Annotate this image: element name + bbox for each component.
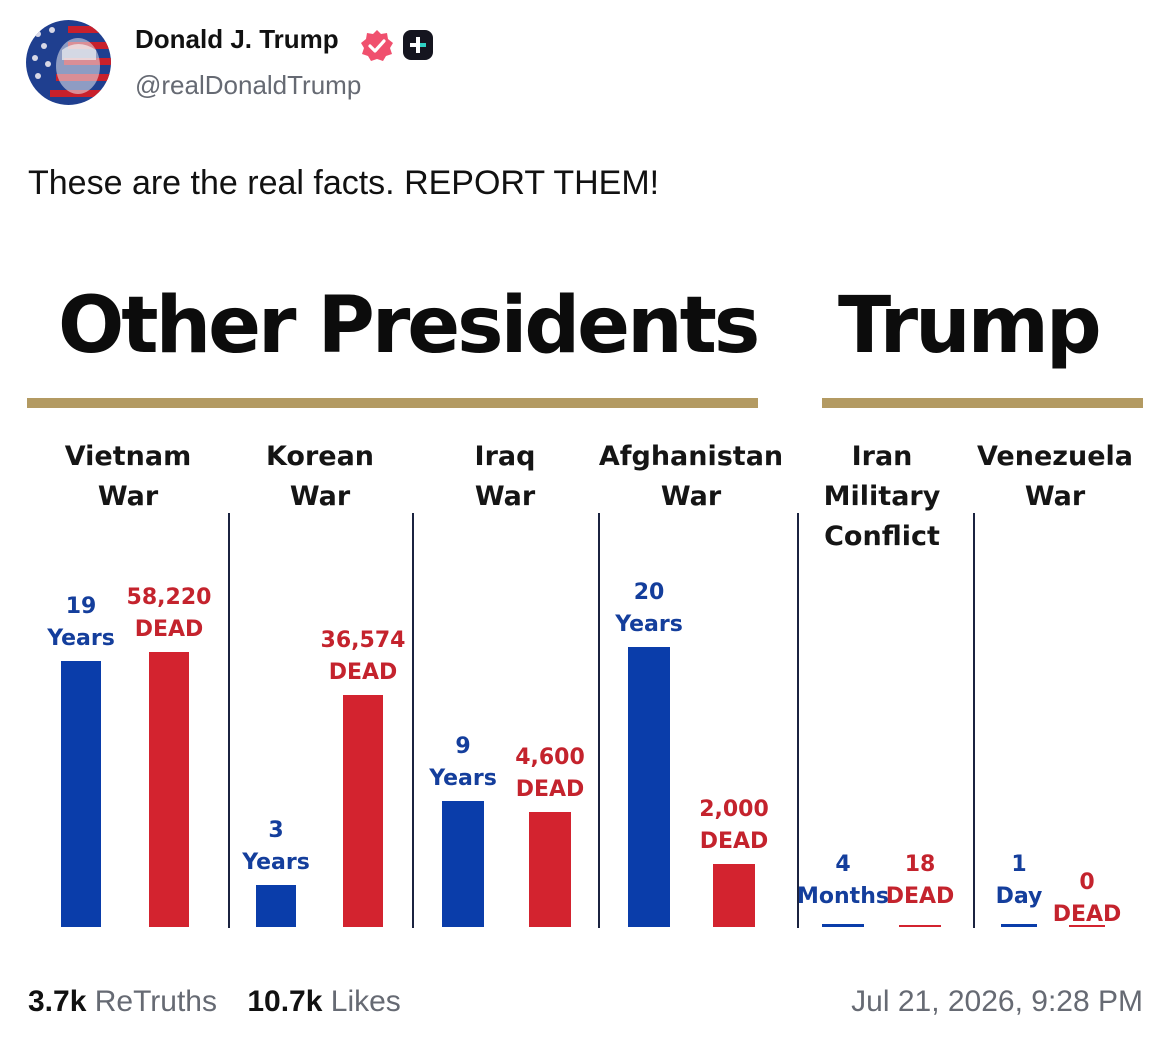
- bar-dead-iraq-war: [529, 811, 571, 927]
- label-duration-unit-iran-military-conflict: Months: [797, 884, 889, 909]
- column-divider: [412, 513, 414, 928]
- category-label-vietnam-war: War: [97, 481, 159, 512]
- column-divider: [797, 513, 799, 928]
- rule-other-presidents: [27, 398, 758, 408]
- label-duration-value-venezuela-war: 1: [1011, 852, 1027, 877]
- category-label-iran-military-conflict: Conflict: [824, 521, 940, 552]
- category-label-afghanistan-war: War: [660, 481, 722, 512]
- category-label-korean-war: Korean: [265, 441, 375, 472]
- bar-dead-iran-military-conflict: [899, 925, 941, 927]
- label-duration-unit-vietnam-war: Years: [47, 626, 115, 651]
- post-text: These are the real facts. REPORT THEM!: [28, 164, 660, 202]
- avatar[interactable]: [26, 20, 111, 105]
- label-dead-value-iraq-war: 4,600: [515, 744, 585, 770]
- label-duration-value-vietnam-war: 19: [65, 594, 97, 619]
- label-dead-unit-vietnam-war: DEAD: [134, 617, 204, 643]
- retruths-stat[interactable]: 3.7k ReTruths: [28, 985, 217, 1018]
- group-title-trump: Trump: [838, 281, 1102, 371]
- bar-duration-venezuela-war: [1001, 924, 1037, 927]
- label-dead-unit-iraq-war: DEAD: [515, 776, 585, 802]
- bar-dead-korean-war: [343, 695, 383, 927]
- bar-duration-iran-military-conflict: [822, 924, 864, 927]
- label-duration-value-afghanistan-war: 20: [633, 580, 665, 605]
- label-dead-value-korean-war: 36,574: [320, 628, 406, 653]
- label-duration-unit-afghanistan-war: Years: [615, 612, 683, 637]
- label-dead-unit-afghanistan-war: DEAD: [699, 829, 769, 855]
- category-label-iraq-war: Iraq: [474, 441, 536, 472]
- bar-duration-vietnam-war: [61, 661, 101, 927]
- label-duration-unit-korean-war: Years: [242, 850, 310, 875]
- category-label-afghanistan-war: Afghanistan: [598, 441, 784, 472]
- label-dead-value-afghanistan-war: 2,000: [699, 797, 769, 823]
- label-duration-value-iran-military-conflict: 4: [835, 852, 851, 877]
- post-stats: 3.7k ReTruths 10.7k Likes: [28, 985, 423, 1019]
- rule-trump: [822, 398, 1143, 408]
- column-divider: [228, 513, 230, 928]
- label-dead-unit-korean-war: DEAD: [328, 660, 398, 685]
- category-label-iran-military-conflict: Iran: [851, 441, 913, 472]
- label-duration-unit-venezuela-war: Day: [995, 884, 1043, 909]
- group-title-other-presidents: Other Presidents: [58, 281, 760, 371]
- likes-count: 10.7k: [247, 985, 323, 1018]
- label-duration-value-iraq-war: 9: [455, 734, 471, 759]
- column-divider: [973, 513, 975, 928]
- plus-badge-icon: [403, 30, 433, 60]
- label-dead-value-venezuela-war: 0: [1079, 870, 1095, 895]
- retruths-count: 3.7k: [28, 985, 87, 1018]
- label-duration-unit-iraq-war: Years: [429, 766, 497, 791]
- label-duration-value-korean-war: 3: [268, 818, 284, 843]
- category-label-venezuela-war: Venezuela: [977, 441, 1133, 472]
- category-label-korean-war: War: [289, 481, 351, 512]
- verified-badge-icon: [360, 29, 394, 63]
- category-label-vietnam-war: Vietnam: [64, 441, 192, 472]
- category-label-iran-military-conflict: Military: [823, 481, 941, 512]
- category-label-iraq-war: War: [474, 481, 536, 512]
- column-divider: [598, 513, 600, 928]
- bar-dead-venezuela-war: [1069, 925, 1105, 927]
- label-dead-value-iran-military-conflict: 18: [904, 852, 936, 877]
- bar-duration-iraq-war: [442, 801, 484, 927]
- post-timestamp[interactable]: Jul 21, 2026, 9:28 PM: [851, 985, 1143, 1018]
- retruths-label: ReTruths: [94, 985, 217, 1018]
- label-dead-value-vietnam-war: 58,220: [126, 585, 212, 611]
- post-image-infographic[interactable]: Other Presidents Trump Vietnam War 19 Years…: [0, 235, 1173, 965]
- bar-duration-korean-war: [256, 885, 296, 927]
- likes-stat[interactable]: 10.7k Likes: [247, 985, 400, 1018]
- category-label-venezuela-war: War: [1024, 481, 1086, 512]
- label-dead-unit-iran-military-conflict: DEAD: [885, 884, 955, 909]
- bar-dead-afghanistan-war: [713, 864, 755, 927]
- label-dead-unit-venezuela-war: DEAD: [1052, 902, 1122, 927]
- author-handle[interactable]: @realDonaldTrump: [135, 70, 362, 100]
- author-name[interactable]: Donald J. Trump: [135, 24, 339, 54]
- likes-label: Likes: [330, 985, 401, 1018]
- bar-dead-vietnam-war: [149, 652, 189, 927]
- bar-duration-afghanistan-war: [628, 647, 670, 927]
